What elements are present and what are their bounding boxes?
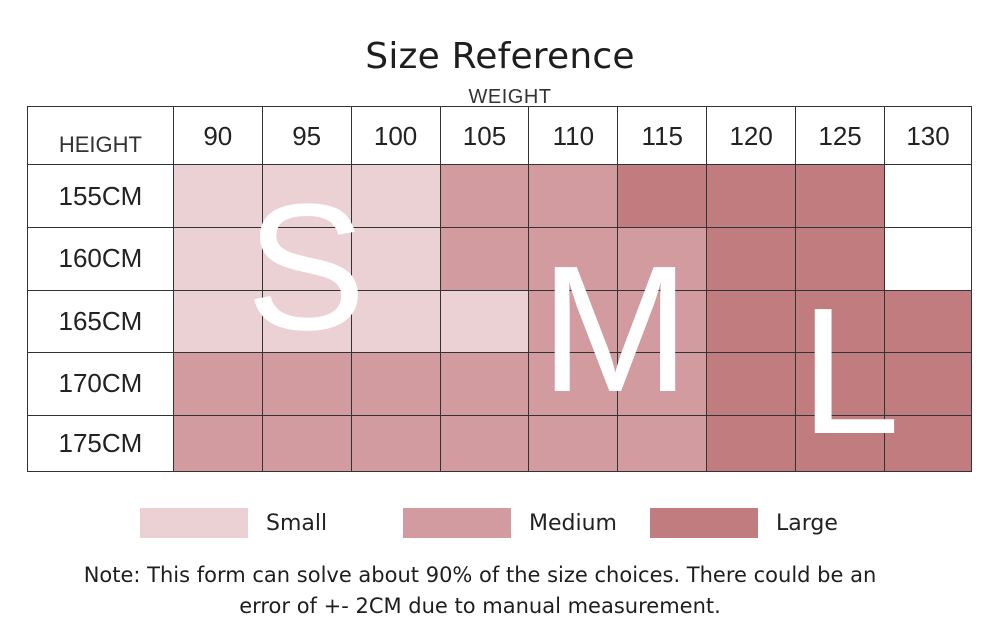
- size-cell: [617, 414, 708, 473]
- height-row-label: 155CM: [27, 164, 174, 228]
- size-cell: [617, 289, 708, 354]
- height-row-label: 160CM: [27, 226, 174, 291]
- table-row: 175CM: [27, 414, 972, 473]
- table-row: 155CM: [27, 164, 972, 228]
- size-cell: [528, 414, 619, 473]
- table-row: 170CM: [27, 352, 972, 416]
- weight-axis-label: WEIGHT: [468, 86, 552, 108]
- legend-label-medium: Medium: [529, 510, 617, 536]
- weight-header: 105: [439, 105, 530, 166]
- size-cell: [884, 414, 972, 473]
- size-cell: [706, 164, 797, 228]
- size-cell: [261, 289, 352, 354]
- size-cell: [439, 352, 530, 416]
- weight-header: 110: [528, 105, 619, 166]
- size-cell: [884, 352, 972, 416]
- size-cell: [706, 414, 797, 473]
- size-cell: [884, 289, 972, 354]
- legend-item-small: Small: [140, 508, 327, 538]
- legend-swatch-large: [650, 508, 758, 538]
- size-cell: [795, 226, 886, 291]
- note-line-1: Note: This form can solve about 90% of t…: [83, 563, 877, 587]
- legend-swatch-small: [140, 508, 248, 538]
- legend-swatch-medium: [403, 508, 511, 538]
- note-line-2: error of +- 2CM due to manual measuremen…: [239, 594, 721, 618]
- size-cell: [350, 164, 441, 228]
- page-title: Size Reference: [365, 36, 635, 77]
- size-cell: [706, 352, 797, 416]
- note-text: Note: This form can solve about 90% of t…: [0, 560, 960, 622]
- size-cell: [884, 164, 972, 228]
- size-cell: [706, 226, 797, 291]
- size-cell: [439, 164, 530, 228]
- legend-label-small: Small: [266, 510, 328, 536]
- legend-item-medium: Medium: [403, 508, 617, 538]
- size-cell: [350, 414, 441, 473]
- weight-header: 100: [350, 105, 441, 166]
- size-letter-small: S: [246, 167, 367, 368]
- height-axis-label: HEIGHT: [27, 105, 174, 166]
- size-cell: [172, 352, 263, 416]
- size-cell: [350, 352, 441, 416]
- size-cell: [706, 289, 797, 354]
- size-letter-large: L: [800, 271, 901, 472]
- weight-header: 95: [261, 105, 352, 166]
- size-chart-table: HEIGHT 90 95 100 105 110 115 120 125 130…: [27, 105, 972, 473]
- weight-header: 125: [795, 105, 886, 166]
- size-cell: [261, 164, 352, 228]
- size-letter-medium: M: [540, 229, 690, 430]
- size-cell: [528, 164, 619, 228]
- size-cell: [617, 164, 708, 228]
- weight-header: 120: [706, 105, 797, 166]
- size-cell: [172, 414, 263, 473]
- size-cell: [261, 414, 352, 473]
- size-cell: [350, 289, 441, 354]
- size-cell: [439, 289, 530, 354]
- weight-header: 90: [172, 105, 263, 166]
- legend-label-large: Large: [776, 510, 838, 536]
- size-cell: [795, 289, 886, 354]
- weight-header: 115: [617, 105, 708, 166]
- size-cell: [884, 226, 972, 291]
- size-cell: [528, 226, 619, 291]
- legend-item-large: Large: [650, 508, 838, 538]
- size-cell: [795, 352, 886, 416]
- height-row-label: 170CM: [27, 352, 174, 416]
- size-cell: [439, 226, 530, 291]
- size-cell: [261, 226, 352, 291]
- height-row-label: 165CM: [27, 289, 174, 354]
- size-cell: [439, 414, 530, 473]
- height-row-label: 175CM: [27, 414, 174, 473]
- size-cell: [172, 164, 263, 228]
- size-cell: [172, 226, 263, 291]
- header-row: HEIGHT 90 95 100 105 110 115 120 125 130: [27, 105, 972, 166]
- size-cell: [795, 164, 886, 228]
- table-row: 160CM: [27, 226, 972, 291]
- weight-header: 130: [884, 105, 972, 166]
- size-cell: [350, 226, 441, 291]
- table-row: 165CM: [27, 289, 972, 354]
- size-cell: [528, 289, 619, 354]
